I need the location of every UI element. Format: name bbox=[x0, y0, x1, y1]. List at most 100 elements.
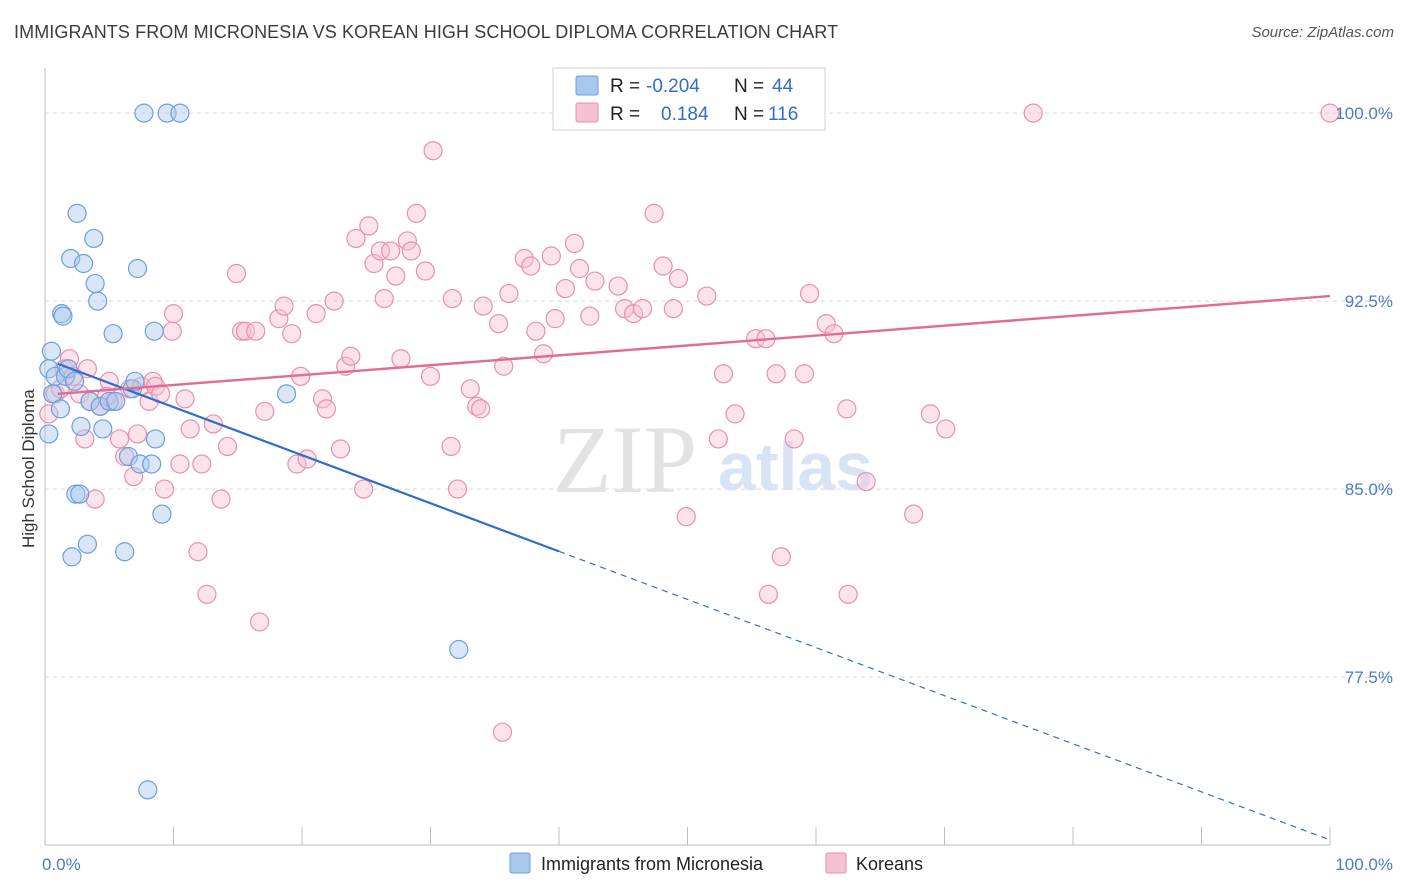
korean-point-70 bbox=[460, 379, 480, 399]
korean-point-123 bbox=[423, 141, 443, 161]
korean-point-63 bbox=[401, 241, 421, 261]
gridlines bbox=[45, 112, 1392, 678]
korean-point-0 bbox=[39, 404, 59, 424]
korean-point-59 bbox=[381, 241, 401, 261]
micronesia-point-2 bbox=[41, 341, 62, 361]
korean-point-39 bbox=[255, 401, 275, 421]
micronesia-point-29 bbox=[118, 446, 139, 467]
korean-point-81 bbox=[541, 246, 561, 266]
korean-point-55 bbox=[359, 216, 379, 236]
korean-point-10 bbox=[85, 489, 105, 509]
watermark-zip: ZIP bbox=[553, 406, 697, 513]
korean-point-92 bbox=[644, 203, 664, 223]
korean-point-121 bbox=[124, 466, 144, 487]
korean-point-69 bbox=[447, 479, 468, 499]
y-tick-labels: 77.5% 85.0% 92.5% 100.0% bbox=[1335, 104, 1393, 687]
korean-point-29 bbox=[192, 454, 212, 474]
trend-lines bbox=[57, 294, 1331, 841]
korean-point-48 bbox=[316, 399, 337, 419]
micronesia-point-18 bbox=[77, 534, 98, 554]
korean-point-115 bbox=[904, 504, 924, 524]
korean-point-65 bbox=[415, 261, 435, 281]
korean-point-82 bbox=[545, 309, 565, 329]
korean-point-117 bbox=[936, 419, 956, 439]
micronesia-point-38 bbox=[152, 504, 172, 524]
legend-swatch-blue bbox=[575, 75, 599, 96]
legend-n-value-2: 116 bbox=[768, 104, 798, 125]
korean-point-91 bbox=[632, 299, 653, 319]
korean-point-58 bbox=[374, 288, 394, 309]
korean-point-93 bbox=[653, 256, 673, 276]
korean-point-7 bbox=[75, 429, 95, 449]
legend-r-label-1: R = bbox=[610, 76, 640, 97]
korean-point-54 bbox=[354, 479, 374, 499]
korean-point-32 bbox=[211, 489, 231, 509]
micronesia-point-20 bbox=[84, 228, 104, 249]
korean-point-87 bbox=[585, 271, 605, 291]
micronesia-point-25 bbox=[99, 391, 119, 411]
korean-point-98 bbox=[697, 286, 717, 306]
korean-point-17 bbox=[127, 424, 148, 444]
korean-point-99 bbox=[708, 429, 728, 449]
micronesia-point-34 bbox=[134, 103, 154, 123]
legend-n-value-1: 44 bbox=[772, 76, 794, 97]
korean-point-73 bbox=[473, 296, 493, 316]
legend-r-value-1: -0.204 bbox=[646, 76, 700, 97]
korean-point-119 bbox=[1320, 103, 1340, 123]
series-legend: Immigrants from Micronesia Koreans bbox=[509, 852, 923, 874]
series-legend-swatch-micronesia bbox=[509, 852, 531, 874]
watermark-atlas: atlas bbox=[718, 429, 873, 505]
korean-point-23 bbox=[154, 479, 175, 499]
korean-point-38 bbox=[249, 612, 270, 632]
micronesia-point-22 bbox=[88, 291, 108, 311]
korean-point-116 bbox=[920, 404, 940, 424]
korean-point-108 bbox=[794, 364, 815, 384]
korean-point-107 bbox=[784, 429, 804, 449]
korean-point-72 bbox=[471, 399, 491, 419]
korean-point-104 bbox=[758, 584, 779, 604]
korean-point-101 bbox=[725, 404, 745, 424]
korean-point-37 bbox=[246, 321, 266, 341]
korean-point-28 bbox=[188, 542, 208, 562]
micronesia-point-41 bbox=[276, 384, 297, 404]
korean-point-61 bbox=[391, 349, 411, 369]
micronesia-point-1 bbox=[39, 424, 59, 444]
y-tick-label-2: 92.5% bbox=[1345, 292, 1393, 311]
korean-trend-line bbox=[57, 294, 1331, 396]
korean-point-74 bbox=[489, 314, 509, 334]
micronesia-point-27 bbox=[106, 391, 126, 411]
korean-point-94 bbox=[663, 299, 683, 319]
korean-point-90 bbox=[623, 304, 644, 324]
korean-point-109 bbox=[799, 283, 820, 304]
micronesia-points bbox=[39, 103, 469, 800]
korean-point-33 bbox=[217, 436, 238, 457]
korean-point-60 bbox=[386, 266, 406, 286]
korean-point-85 bbox=[569, 258, 590, 279]
korean-point-96 bbox=[676, 507, 696, 527]
micronesia-point-42 bbox=[449, 639, 469, 660]
korean-point-46 bbox=[306, 304, 326, 324]
korean-point-110 bbox=[816, 314, 836, 334]
korean-point-52 bbox=[341, 346, 361, 366]
korean-point-14 bbox=[109, 429, 130, 449]
micronesia-point-28 bbox=[115, 542, 135, 562]
korean-point-95 bbox=[668, 268, 689, 289]
axes bbox=[44, 68, 1331, 846]
korean-point-114 bbox=[856, 471, 876, 492]
micronesia-point-7 bbox=[53, 306, 73, 326]
legend-swatch-pink bbox=[575, 102, 599, 123]
korean-point-68 bbox=[442, 288, 462, 309]
korean-point-53 bbox=[346, 228, 366, 249]
korean-point-106 bbox=[771, 547, 791, 567]
micronesia-point-40 bbox=[170, 103, 190, 123]
micronesia-point-17 bbox=[73, 253, 94, 274]
micronesia-point-16 bbox=[71, 416, 91, 437]
korean-point-80 bbox=[533, 344, 554, 364]
korean-point-112 bbox=[837, 399, 857, 419]
y-axis-label: High School Diploma bbox=[19, 389, 38, 548]
series-legend-swatch-koreans bbox=[825, 852, 847, 874]
micronesia-point-12 bbox=[64, 371, 85, 391]
watermark: ZIP atlas bbox=[553, 406, 873, 513]
micronesia-point-37 bbox=[145, 429, 166, 449]
korean-point-83 bbox=[555, 278, 576, 299]
